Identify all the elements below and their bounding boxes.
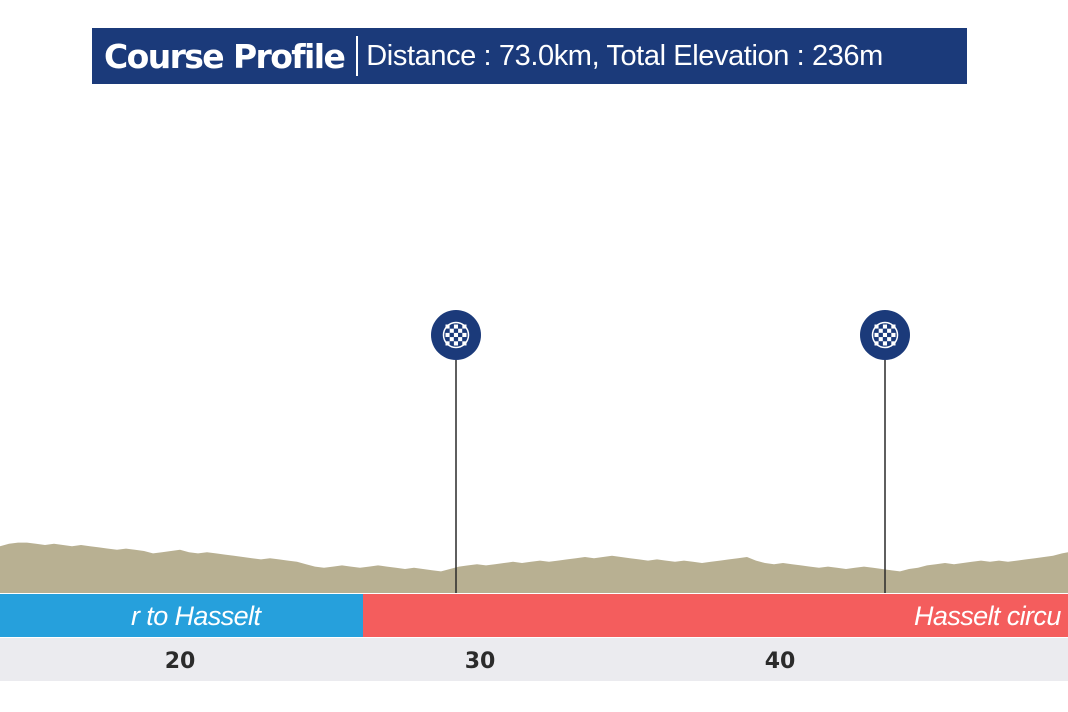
segment-label-1: r to Hasselt bbox=[131, 601, 262, 631]
x-tick-label-40: 40 bbox=[765, 649, 796, 674]
segment-label-2: Hasselt circu bbox=[914, 601, 1061, 631]
checkered-flag-icon bbox=[442, 321, 470, 349]
header-title: Course Profile bbox=[104, 36, 346, 76]
x-tick-label-20: 20 bbox=[165, 649, 196, 674]
course-profile-header: Course Profile Distance : 73.0km, Total … bbox=[92, 28, 967, 84]
elevation-area bbox=[0, 542, 1068, 593]
segment-band-2 bbox=[363, 594, 1068, 637]
segment-band-1 bbox=[0, 594, 363, 637]
header-divider bbox=[356, 36, 359, 76]
header-distance-elevation: Distance : 73.0km, Total Elevation : 236… bbox=[366, 39, 883, 72]
x-tick-label-30: 30 bbox=[465, 649, 496, 674]
checkered-flag-icon bbox=[871, 321, 899, 349]
x-axis-band bbox=[0, 638, 1068, 681]
